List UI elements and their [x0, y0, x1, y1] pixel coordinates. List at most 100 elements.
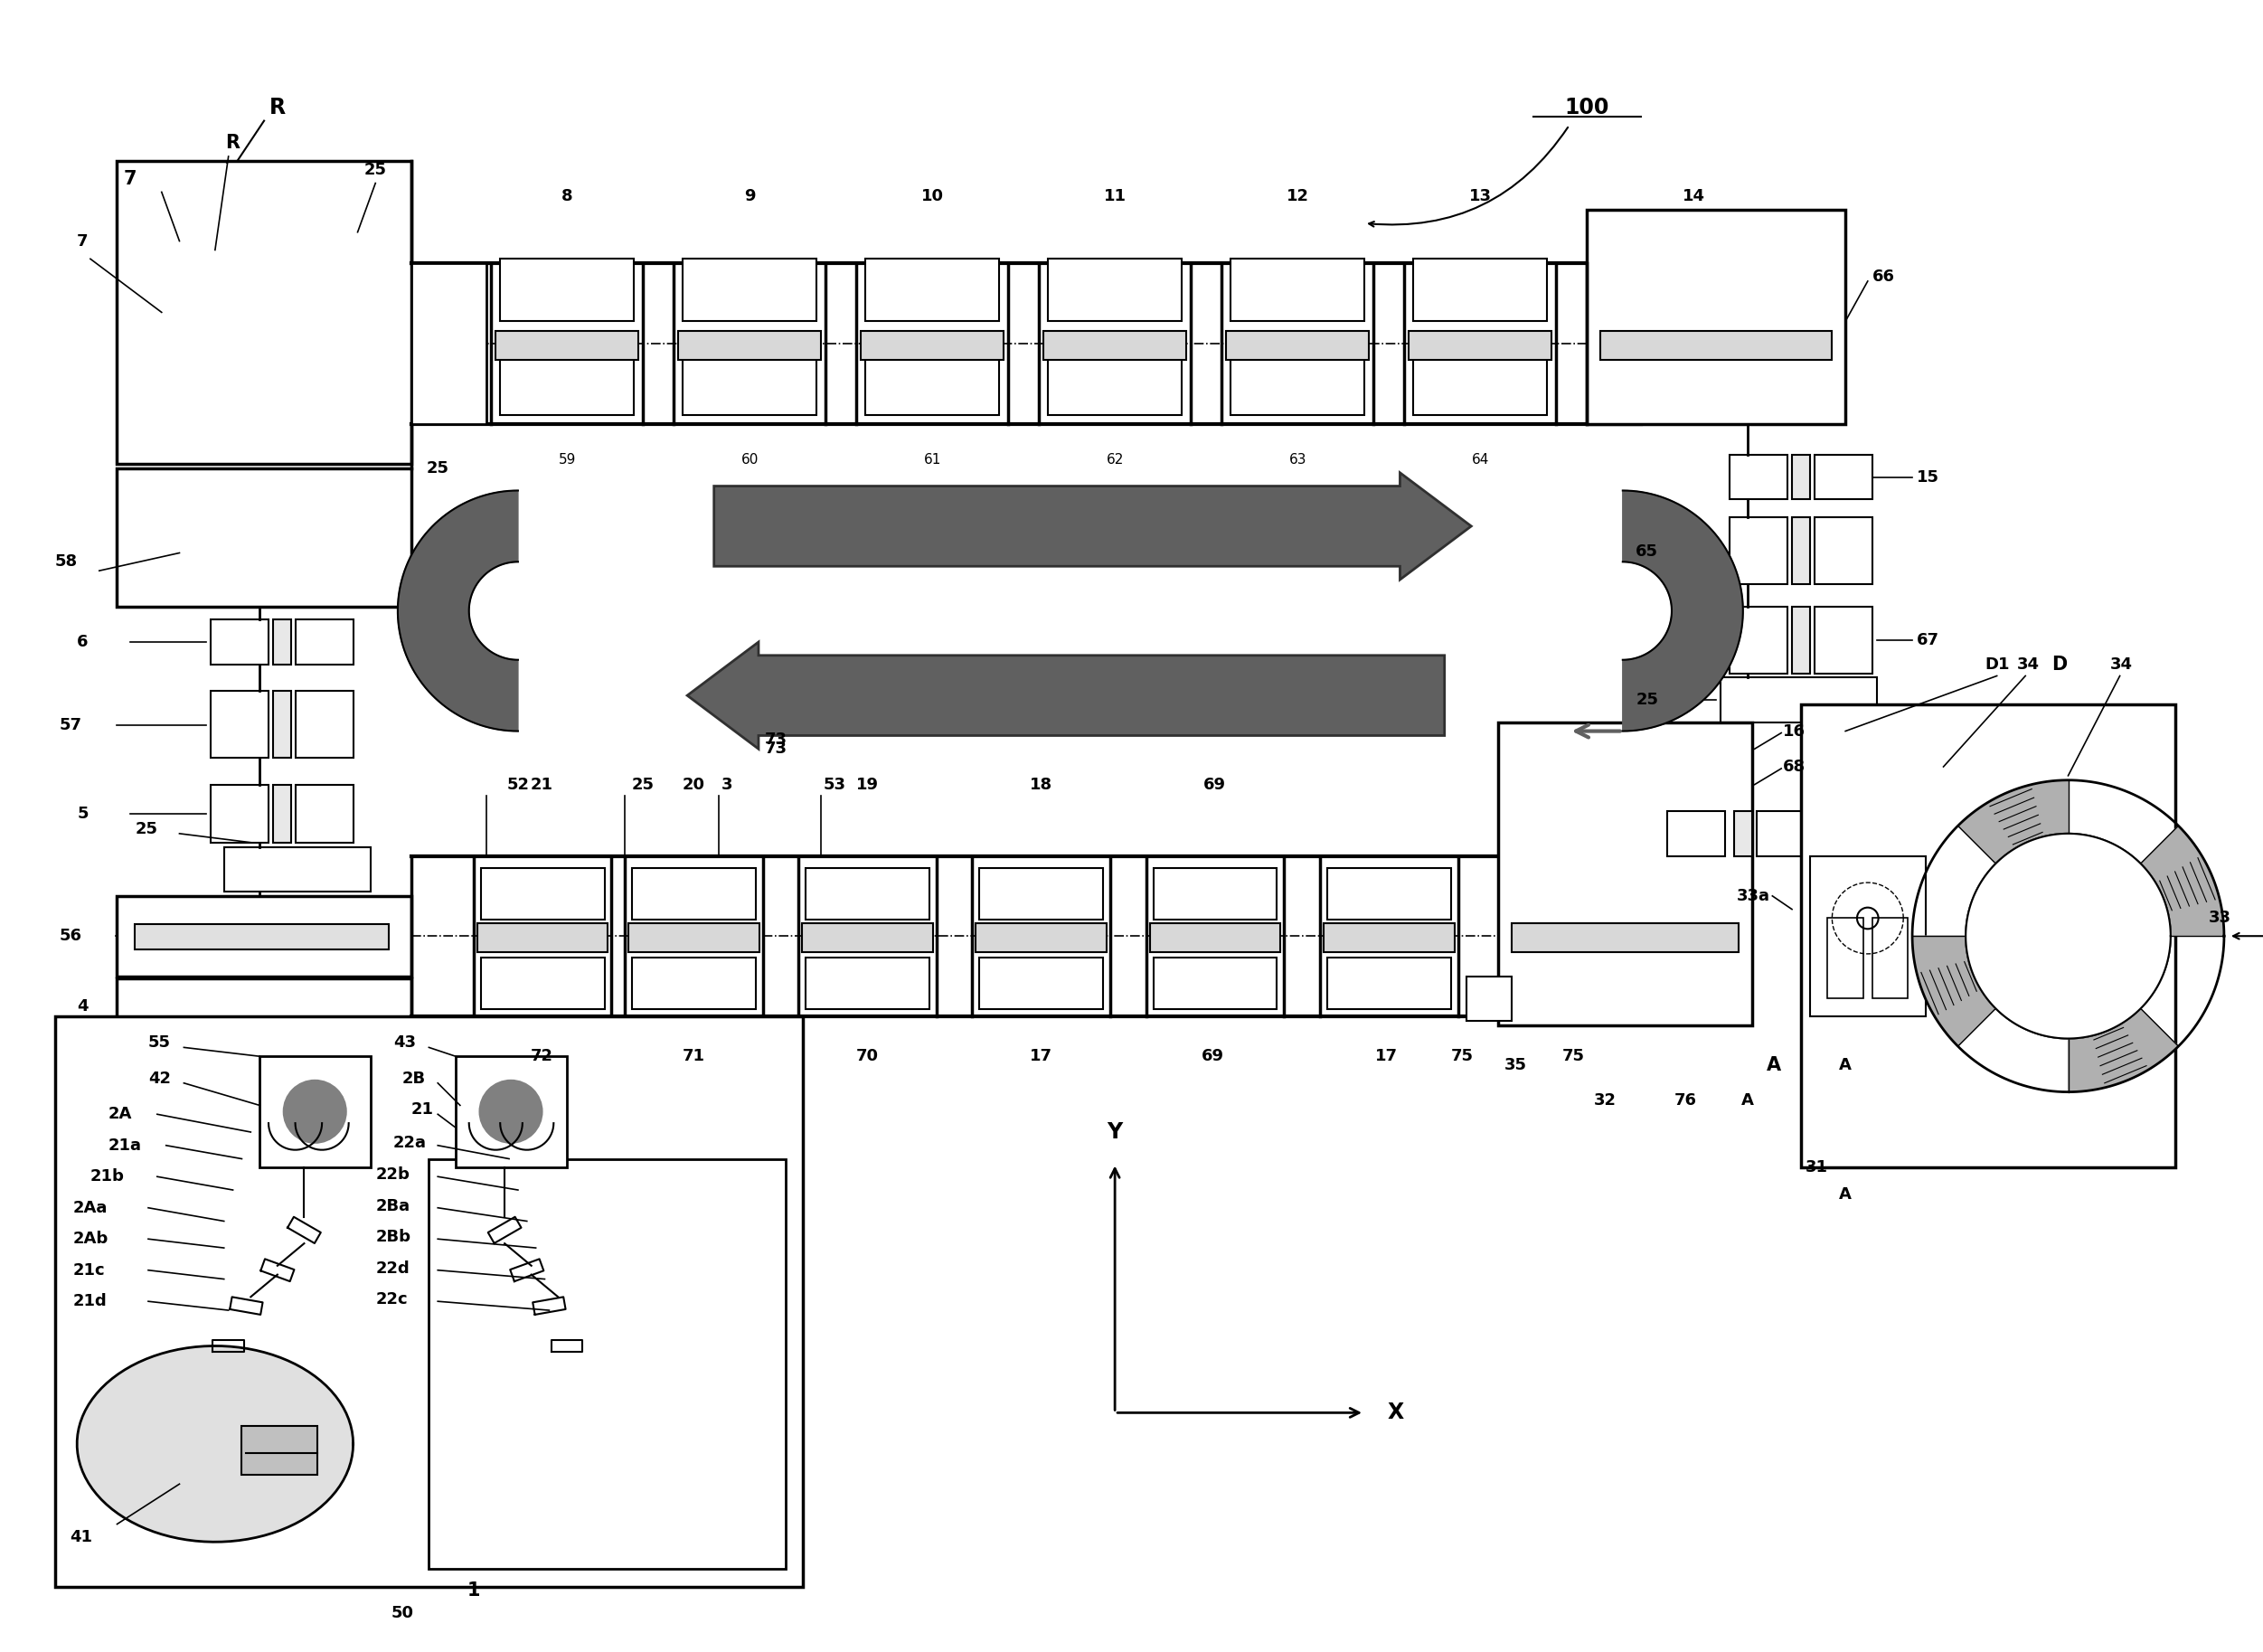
Bar — [242, 1426, 317, 1475]
Bar — [631, 958, 756, 1009]
Text: 62: 62 — [1107, 453, 1125, 466]
Text: 69: 69 — [1202, 1047, 1224, 1064]
Bar — [1815, 606, 1872, 674]
Text: A: A — [1840, 1186, 1851, 1203]
Text: 42: 42 — [149, 1070, 172, 1087]
Text: 22b: 22b — [376, 1166, 410, 1183]
Bar — [1410, 330, 1552, 360]
Text: 68: 68 — [1783, 758, 1806, 775]
Text: 4: 4 — [77, 998, 88, 1014]
Text: 41: 41 — [70, 1530, 93, 1546]
Text: 17: 17 — [1030, 1047, 1052, 1064]
Bar — [1414, 259, 1548, 320]
Text: 31: 31 — [1806, 1160, 1829, 1176]
Bar — [1872, 919, 1908, 998]
Bar — [1231, 352, 1365, 415]
Text: 1: 1 — [466, 1583, 480, 1601]
Bar — [1048, 259, 1181, 320]
Bar — [455, 1056, 568, 1168]
Text: 19: 19 — [855, 776, 878, 793]
Bar — [1801, 704, 2175, 1168]
Text: 8: 8 — [561, 188, 573, 205]
Bar — [683, 259, 817, 320]
Text: 13: 13 — [1469, 188, 1491, 205]
Bar — [806, 958, 930, 1009]
Text: 61: 61 — [923, 453, 941, 466]
Text: 53: 53 — [824, 776, 846, 793]
Bar — [224, 847, 371, 892]
Text: 65: 65 — [1636, 544, 1659, 560]
Bar — [1043, 330, 1186, 360]
Bar — [118, 468, 412, 606]
Bar — [801, 923, 932, 952]
Text: 3: 3 — [722, 776, 733, 793]
Polygon shape — [2068, 826, 2225, 937]
Text: 15: 15 — [1917, 469, 1939, 486]
Text: 56: 56 — [59, 928, 81, 945]
Bar — [430, 1158, 785, 1569]
Bar — [1466, 976, 1512, 1021]
Polygon shape — [1957, 780, 2068, 937]
Text: 100: 100 — [1564, 96, 1609, 119]
Bar — [683, 352, 817, 415]
Text: 20: 20 — [681, 776, 704, 793]
Text: 6: 6 — [77, 634, 88, 651]
FancyArrow shape — [688, 643, 1444, 748]
Circle shape — [283, 1080, 346, 1143]
Bar — [1829, 919, 1862, 998]
Bar — [1815, 517, 1872, 585]
Text: 5: 5 — [77, 806, 88, 823]
Text: 25: 25 — [631, 776, 654, 793]
Polygon shape — [1967, 834, 2170, 1039]
Polygon shape — [1967, 834, 2170, 1039]
Text: 73: 73 — [765, 740, 788, 757]
Bar — [1150, 923, 1281, 952]
Text: 72: 72 — [532, 1047, 554, 1064]
Bar — [1414, 352, 1548, 415]
Text: 33: 33 — [2209, 910, 2231, 927]
Text: 17: 17 — [1376, 1047, 1399, 1064]
Text: 35: 35 — [1505, 1057, 1528, 1074]
Text: 7: 7 — [124, 170, 138, 188]
Text: A: A — [1767, 1056, 1781, 1074]
Bar — [629, 923, 760, 952]
Text: 75: 75 — [1451, 1047, 1473, 1064]
Polygon shape — [1623, 491, 1743, 732]
Text: 18: 18 — [1030, 776, 1052, 793]
Bar — [210, 620, 269, 664]
Bar — [864, 259, 998, 320]
Text: 25: 25 — [425, 461, 448, 476]
Text: 2Aa: 2Aa — [72, 1199, 106, 1216]
Bar — [864, 352, 998, 415]
Bar — [480, 869, 604, 920]
Bar — [500, 352, 634, 415]
Text: 2B: 2B — [403, 1070, 425, 1087]
Text: R: R — [226, 134, 240, 152]
Text: 2Bb: 2Bb — [376, 1229, 410, 1246]
Text: 14: 14 — [1684, 188, 1706, 205]
Bar — [1154, 958, 1276, 1009]
Text: 60: 60 — [740, 453, 758, 466]
Text: 67: 67 — [1917, 633, 1939, 648]
Text: D1: D1 — [1985, 656, 2010, 672]
Bar — [1792, 517, 1810, 585]
Text: 32: 32 — [1593, 1092, 1616, 1108]
Bar — [274, 691, 292, 758]
Text: 2Ba: 2Ba — [376, 1198, 410, 1214]
Text: 34: 34 — [2111, 656, 2134, 672]
Circle shape — [480, 1080, 543, 1143]
Text: A: A — [1840, 1057, 1851, 1074]
Bar — [1048, 352, 1181, 415]
Bar — [1792, 454, 1810, 499]
Polygon shape — [1912, 937, 2068, 1046]
Polygon shape — [398, 491, 518, 732]
Text: Y: Y — [1107, 1122, 1122, 1143]
Bar — [1498, 722, 1752, 1026]
Text: 25: 25 — [364, 162, 387, 178]
Text: 73: 73 — [765, 732, 788, 748]
Bar — [294, 691, 353, 758]
Bar — [480, 958, 604, 1009]
Bar — [294, 620, 353, 664]
Text: 59: 59 — [559, 453, 575, 466]
Text: 2Ab: 2Ab — [72, 1231, 109, 1247]
